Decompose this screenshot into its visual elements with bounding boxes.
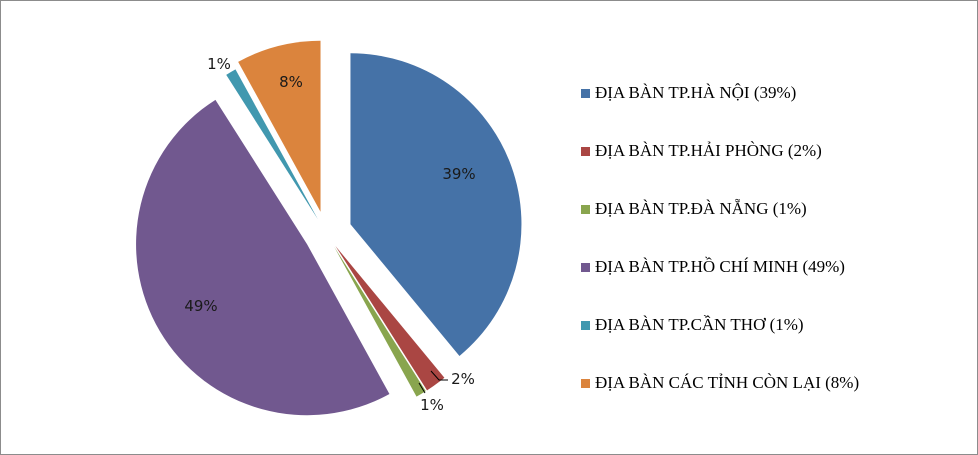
legend-item: ĐỊA BÀN TP.ĐÀ NẴNG (1%) — [581, 197, 807, 221]
legend-label: ĐỊA BÀN TP.ĐÀ NẴNG (1%) — [595, 199, 807, 218]
data-label: 8% — [279, 73, 303, 91]
legend-swatch — [581, 320, 590, 330]
pie-slice — [334, 246, 426, 397]
data-label: 1% — [420, 396, 444, 414]
legend-item: ĐỊA BÀN CÁC TỈNH CÒN LẠI (8%) — [581, 371, 859, 395]
legend-swatch — [581, 204, 590, 214]
data-label: 49% — [184, 297, 217, 315]
leader-line — [418, 382, 426, 394]
legend-swatch — [581, 262, 590, 272]
legend-item: ĐỊA BÀN TP.HỒ CHÍ MINH (49%) — [581, 255, 845, 279]
leader-line — [430, 370, 448, 381]
legend-label: ĐỊA BÀN CÁC TỈNH CÒN LẠI (8%) — [595, 373, 860, 392]
legend-item: ĐỊA BÀN TP.HẢI PHÒNG (2%) — [581, 139, 822, 163]
data-label: 39% — [442, 165, 475, 183]
pie-slice — [335, 245, 445, 391]
pie-slice — [136, 99, 390, 416]
legend-label: ĐỊA BÀN TP.HẢI PHÒNG (2%) — [595, 141, 822, 160]
data-label: 2% — [451, 370, 475, 388]
legend-item: ĐỊA BÀN TP.HÀ NỘI (39%) — [581, 81, 796, 105]
legend-swatch — [581, 378, 590, 388]
legend-label: ĐỊA BÀN TP.HỒ CHÍ MINH (49%) — [595, 257, 845, 276]
legend-swatch — [581, 88, 590, 98]
legend-label: ĐỊA BÀN TP.HÀ NỘI (39%) — [595, 83, 797, 102]
legend-label: ĐỊA BÀN TP.CẦN THƠ (1%) — [595, 315, 804, 334]
pie-slice — [226, 69, 318, 220]
legend-swatch — [581, 146, 590, 156]
pie-slice — [238, 40, 321, 212]
data-label: 1% — [207, 55, 231, 73]
pie-slice — [350, 53, 522, 356]
legend-item: ĐỊA BÀN TP.CẦN THƠ (1%) — [581, 313, 804, 337]
